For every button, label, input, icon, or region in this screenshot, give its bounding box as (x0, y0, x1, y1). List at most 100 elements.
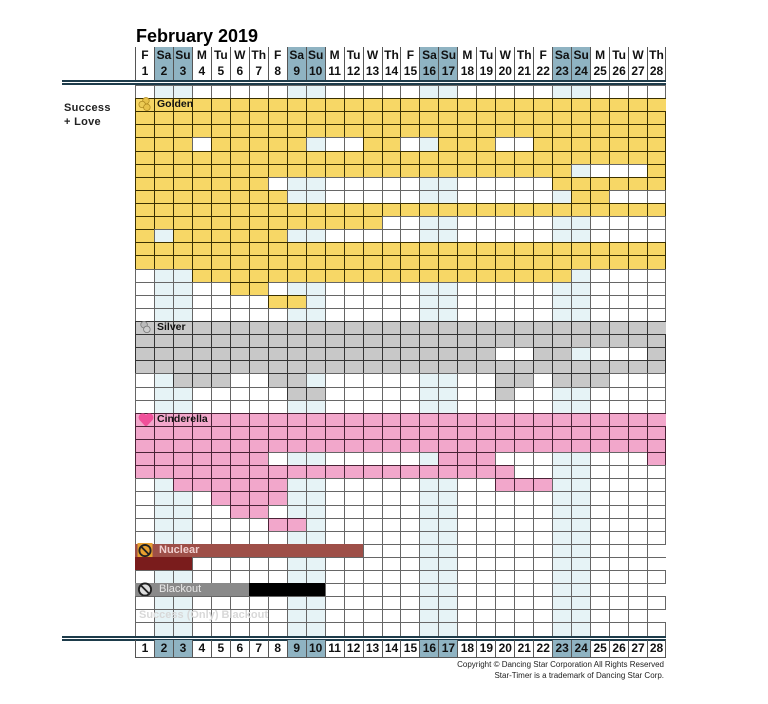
grid-cell[interactable] (647, 176, 666, 190)
grid-cell[interactable] (362, 255, 382, 269)
grid-cell[interactable] (419, 491, 439, 505)
grid-cell[interactable] (286, 609, 306, 623)
grid-cell[interactable] (533, 347, 553, 361)
grid-cell[interactable] (552, 360, 572, 374)
grid-cell[interactable] (476, 347, 496, 361)
date-11[interactable]: 11 (324, 63, 344, 80)
grid-cell[interactable] (286, 570, 306, 584)
grid-cell[interactable] (172, 242, 192, 256)
grid-cell[interactable] (438, 543, 458, 557)
grid-cell[interactable] (419, 452, 439, 466)
grid-cell[interactable] (609, 281, 629, 295)
grid-cell[interactable] (647, 229, 666, 243)
grid-cell[interactable] (457, 163, 477, 177)
grid-cell[interactable] (419, 347, 439, 361)
grid-cell[interactable] (400, 334, 420, 348)
grid-cell[interactable] (628, 255, 648, 269)
grid-cell[interactable] (571, 452, 591, 466)
grid-cell[interactable] (476, 386, 496, 400)
grid-cell[interactable] (324, 268, 344, 282)
grid-cell[interactable] (267, 111, 287, 125)
grid-cell[interactable] (362, 85, 382, 99)
grid-cell[interactable] (191, 294, 211, 308)
grid-cell[interactable] (628, 478, 648, 492)
grid-cell[interactable] (135, 438, 154, 453)
date-16[interactable]: 16 (419, 63, 439, 80)
grid-cell[interactable] (495, 242, 515, 256)
grid-cell[interactable] (381, 360, 401, 374)
grid-cell[interactable] (457, 465, 477, 479)
grid-cell[interactable] (135, 334, 154, 348)
grid-cell[interactable] (476, 268, 496, 282)
date-19[interactable]: 19 (476, 63, 495, 80)
grid-cell[interactable] (552, 255, 572, 269)
grid-cell[interactable] (552, 622, 572, 636)
grid-cell[interactable] (571, 438, 591, 453)
grid-cell[interactable] (400, 176, 420, 190)
grid-cell[interactable] (400, 530, 420, 544)
grid-cell[interactable] (476, 294, 496, 308)
grid-cell[interactable] (381, 176, 401, 190)
grid-cell[interactable] (400, 609, 420, 623)
grid-cell[interactable] (305, 438, 325, 453)
grid-cell[interactable] (476, 307, 496, 321)
grid-cell[interactable] (210, 98, 230, 112)
grid-cell[interactable] (305, 373, 325, 387)
grid-cell[interactable] (191, 85, 211, 99)
grid-cell[interactable] (210, 570, 230, 584)
grid-cell[interactable] (609, 517, 629, 531)
grid-cell[interactable] (476, 150, 496, 164)
grid-cell[interactable] (533, 425, 553, 439)
grid-cell[interactable] (533, 320, 553, 335)
grid-cell[interactable] (476, 163, 496, 177)
grid-cell[interactable] (495, 465, 515, 479)
grid-cell[interactable] (210, 360, 230, 374)
grid-cell[interactable] (590, 530, 610, 544)
grid-cell[interactable] (514, 373, 534, 387)
grid-cell[interactable] (400, 85, 420, 99)
grid-cell[interactable] (533, 452, 553, 466)
grid-cell[interactable] (400, 465, 420, 479)
grid-cell[interactable] (324, 229, 344, 243)
grid-cell[interactable] (628, 556, 648, 571)
grid-cell[interactable] (324, 294, 344, 308)
grid-cell[interactable] (590, 163, 610, 177)
grid-cell[interactable] (609, 425, 629, 439)
date-20[interactable]: 20 (495, 63, 514, 80)
grid-cell[interactable] (229, 294, 249, 308)
grid-cell[interactable] (552, 412, 572, 426)
grid-cell[interactable] (172, 491, 192, 505)
grid-cell[interactable] (647, 452, 666, 466)
grid-cell[interactable] (343, 98, 363, 112)
grid-cell[interactable] (267, 347, 287, 361)
grid-cell[interactable] (628, 229, 648, 243)
grid-cell[interactable] (552, 386, 572, 400)
grid-cell[interactable] (381, 543, 401, 557)
grid-cell[interactable] (419, 399, 439, 413)
grid-cell[interactable] (552, 242, 572, 256)
grid-cell[interactable] (628, 609, 648, 623)
grid-cell[interactable] (286, 622, 306, 636)
grid-cell[interactable] (590, 609, 610, 623)
grid-cell[interactable] (229, 281, 249, 295)
grid-cell[interactable] (229, 556, 249, 571)
grid-cell[interactable] (647, 281, 666, 295)
grid-cell[interactable] (419, 412, 439, 426)
grid-cell[interactable] (571, 609, 591, 623)
grid-cell[interactable] (419, 570, 439, 584)
grid-cell[interactable] (438, 307, 458, 321)
grid-cell[interactable] (628, 622, 648, 636)
grid-cell[interactable] (457, 596, 477, 610)
date-13[interactable]: 13 (362, 63, 382, 80)
grid-cell[interactable] (229, 98, 249, 112)
grid-cell[interactable] (381, 320, 401, 335)
grid-cell[interactable] (362, 137, 382, 151)
grid-cell[interactable] (457, 137, 477, 151)
grid-cell[interactable] (153, 255, 173, 269)
grid-cell[interactable] (267, 281, 287, 295)
grid-cell[interactable] (533, 307, 553, 321)
grid-cell[interactable] (590, 425, 610, 439)
grid-cell[interactable] (476, 176, 496, 190)
grid-cell[interactable] (381, 189, 401, 203)
grid-cell[interactable] (400, 399, 420, 413)
